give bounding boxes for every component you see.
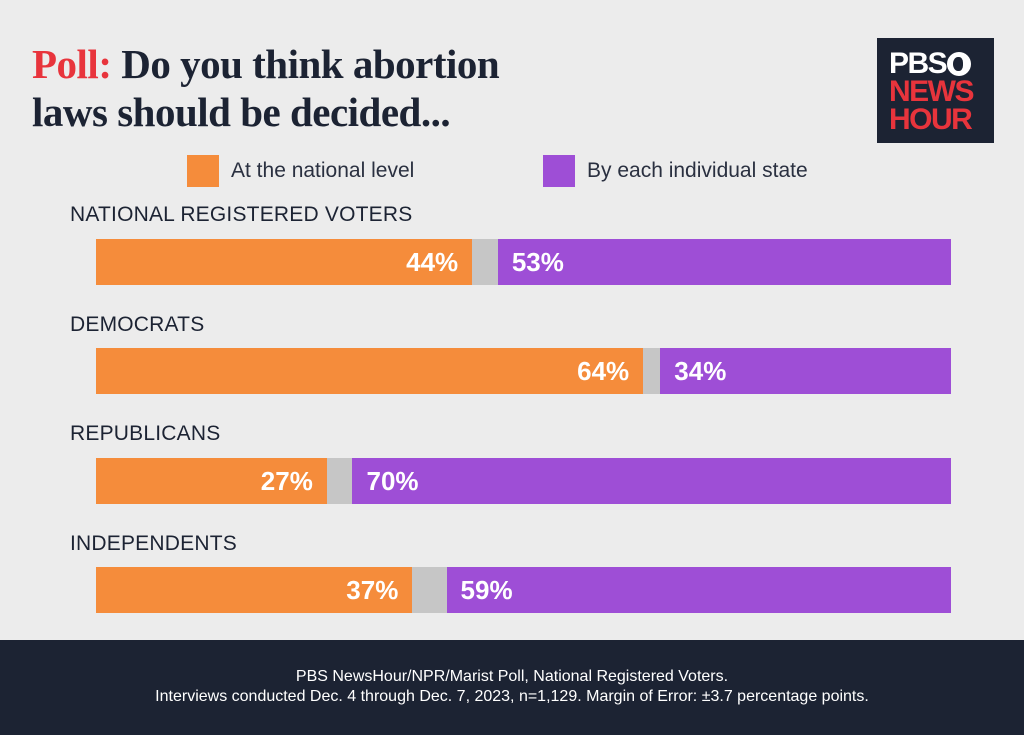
bar-remainder-national-registered-voters <box>472 239 498 285</box>
value-label-state: 34% <box>674 356 727 386</box>
bar-state-republicans: 70% <box>352 458 951 504</box>
chart-legend: At the national level By each individual… <box>187 154 887 188</box>
value-label-national: 27% <box>260 466 313 496</box>
bar-state-independents: 59% <box>446 567 951 613</box>
pbs-head-icon <box>947 52 972 76</box>
bar-national-democrats: 64% <box>96 348 644 394</box>
logo-hour-text: HOUR <box>889 103 973 136</box>
group-label-national-registered-voters: NATIONAL REGISTERED VOTERS <box>70 203 413 226</box>
logo-news-text: NEWS <box>889 75 975 108</box>
legend-label-state: By each individual state <box>587 159 808 182</box>
value-label-state: 59% <box>460 575 513 605</box>
legend-item-state: By each individual state <box>543 154 808 188</box>
chart-title: Poll: Do you think abortion laws should … <box>32 40 672 136</box>
pbs-newshour-logo: PBS NEWS HOUR <box>877 38 994 143</box>
bar-row-independents: 37% 59% <box>96 567 951 613</box>
value-label-national: 44% <box>406 247 459 277</box>
value-label-national: 64% <box>577 356 630 386</box>
title-line-1: Do you think abortion <box>121 41 500 87</box>
bar-row-democrats: 64% 34% <box>96 348 951 394</box>
bar-national-republicans: 27% <box>96 458 327 504</box>
title-line-2: laws should be decided... <box>32 89 451 135</box>
bar-row-republicans: 27% 70% <box>96 458 951 504</box>
legend-item-national: At the national level <box>187 154 414 188</box>
bar-state-democrats: 34% <box>660 348 951 394</box>
legend-label-national: At the national level <box>231 159 415 182</box>
group-label-democrats: DEMOCRATS <box>70 313 205 336</box>
bar-state-national-registered-voters: 53% <box>497 239 951 285</box>
legend-swatch-state <box>543 155 575 187</box>
bar-national-independents: 37% <box>96 567 413 613</box>
value-label-national: 37% <box>346 575 399 605</box>
bar-remainder-democrats <box>643 348 661 394</box>
bar-remainder-republicans <box>326 458 353 504</box>
legend-swatch-national <box>187 155 219 187</box>
title-prefix: Poll: <box>32 41 112 87</box>
source-line: PBS NewsHour/NPR/Marist Poll, National R… <box>295 668 729 685</box>
source-footer: PBS NewsHour/NPR/Marist Poll, National R… <box>0 640 1024 735</box>
value-label-state: 70% <box>366 466 419 496</box>
logo-pbs-text: PBS <box>889 47 948 80</box>
methodology-line: Interviews conducted Dec. 4 through Dec.… <box>155 688 869 705</box>
group-label-republicans: REPUBLICANS <box>70 422 221 445</box>
bar-national-national-registered-voters: 44% <box>96 239 473 285</box>
value-label-state: 53% <box>511 247 564 277</box>
group-label-independents: INDEPENDENTS <box>70 532 237 555</box>
bar-remainder-independents <box>412 567 447 613</box>
bar-row-national-registered-voters: 44% 53% <box>96 239 951 285</box>
